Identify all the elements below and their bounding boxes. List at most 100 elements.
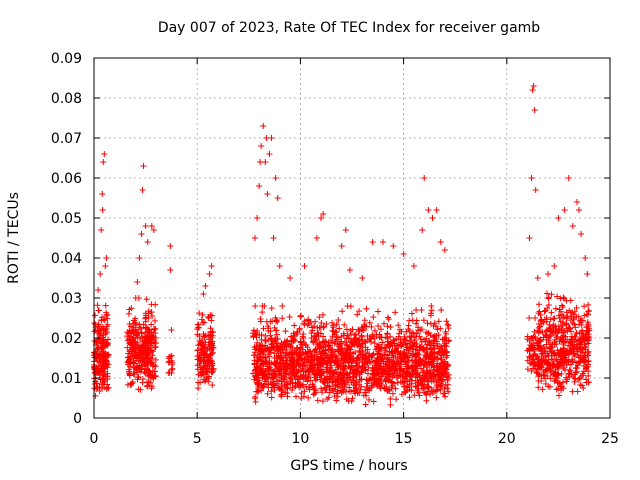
data-point: [585, 348, 592, 355]
data-point: [559, 312, 566, 319]
data-point: [297, 363, 304, 370]
data-point: [279, 303, 286, 309]
data-point: [405, 322, 412, 329]
data-point: [300, 361, 307, 368]
data-point: [361, 317, 368, 324]
data-point: [560, 345, 567, 352]
data-point: [569, 309, 576, 316]
data-point: [288, 376, 295, 383]
data-point: [578, 231, 585, 237]
data-point: [544, 305, 551, 312]
data-point: [253, 366, 260, 373]
data-point: [332, 352, 339, 359]
data-point: [371, 335, 378, 342]
data-point: [258, 336, 265, 343]
data-point: [272, 335, 279, 342]
x-tick-label: 15: [395, 431, 413, 447]
data-point: [406, 383, 413, 390]
data-point: [408, 333, 415, 340]
data-point: [326, 345, 333, 352]
data-point: [584, 271, 591, 277]
data-point: [205, 315, 212, 322]
data-point: [196, 310, 203, 317]
data-point: [422, 375, 429, 382]
data-point: [287, 343, 294, 350]
data-point: [352, 371, 359, 378]
data-point: [262, 337, 269, 344]
data-point: [401, 351, 408, 358]
data-point: [205, 378, 212, 385]
data-point: [254, 339, 261, 346]
data-point: [573, 304, 580, 311]
data-point: [351, 366, 358, 373]
data-point: [203, 374, 210, 381]
data-point: [134, 355, 141, 362]
y-tick-label: 0.02: [51, 331, 82, 347]
data-point: [310, 391, 317, 398]
data-point: [257, 159, 264, 165]
data-point: [143, 351, 150, 358]
data-point: [100, 159, 107, 165]
data-point: [444, 373, 451, 380]
data-point: [366, 396, 373, 403]
data-point: [297, 313, 304, 320]
data-point: [200, 365, 207, 372]
data-point: [571, 378, 578, 385]
data-point: [390, 337, 397, 344]
data-point: [408, 310, 415, 317]
data-point: [100, 375, 107, 382]
data-point: [341, 357, 348, 364]
data-point: [260, 347, 267, 354]
data-point: [209, 340, 216, 347]
data-point: [328, 337, 335, 344]
data-point: [152, 330, 159, 337]
data-point: [442, 381, 449, 388]
data-point: [537, 338, 544, 345]
data-point: [378, 334, 385, 341]
data-point: [532, 333, 539, 340]
x-tick-labels: 0 5 10 15 20 25: [90, 431, 619, 447]
data-point: [341, 339, 348, 346]
data-point: [363, 392, 370, 399]
data-point: [430, 342, 437, 349]
data-point: [99, 314, 106, 321]
data-point: [530, 83, 537, 89]
data-point: [338, 351, 345, 358]
data-point: [348, 398, 355, 405]
data-point: [132, 365, 139, 372]
y-tick-label: 0.06: [51, 171, 82, 187]
data-point: [359, 275, 366, 281]
data-point: [572, 369, 579, 376]
data-point: [567, 367, 574, 374]
data-point: [151, 317, 158, 324]
data-point: [377, 326, 384, 333]
data-point: [132, 315, 139, 322]
data-point: [540, 334, 547, 341]
data-point: [303, 359, 310, 366]
data-point: [583, 323, 590, 330]
data-point: [524, 357, 531, 364]
data-point: [310, 338, 317, 345]
data-point: [148, 223, 155, 229]
data-point: [318, 385, 325, 392]
data-point: [309, 384, 316, 391]
data-point: [320, 369, 327, 376]
data-point: [574, 388, 581, 395]
data-point: [294, 328, 301, 335]
data-point: [272, 327, 279, 334]
data-point: [97, 271, 104, 277]
data-point: [536, 371, 543, 378]
data-point: [385, 356, 392, 363]
data-point: [439, 361, 446, 368]
data-point: [126, 372, 133, 379]
data-point: [417, 343, 424, 350]
data-point: [561, 207, 568, 213]
data-point: [392, 365, 399, 372]
data-point: [585, 361, 592, 368]
data-point: [359, 336, 366, 343]
data-point: [278, 353, 285, 360]
data-point: [317, 368, 324, 375]
data-point: [200, 291, 207, 297]
data-point: [577, 317, 584, 324]
data-point: [286, 313, 293, 320]
